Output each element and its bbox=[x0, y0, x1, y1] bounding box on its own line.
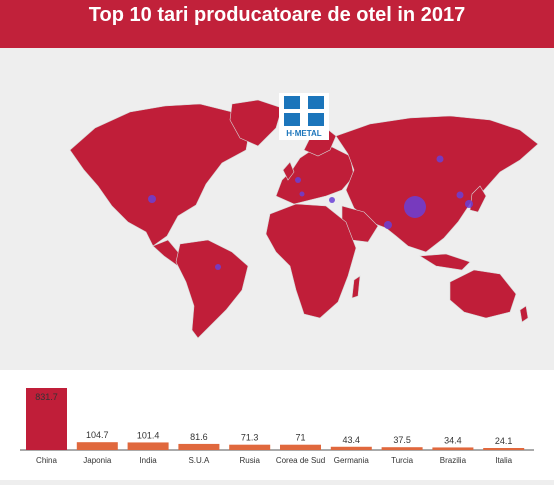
header-bar: Top 10 tari producatoare de otel in 2017 bbox=[0, 0, 554, 48]
page-title: Top 10 tari producatoare de otel in 2017 bbox=[88, 4, 466, 26]
value-label-0: 831.7 bbox=[35, 392, 58, 402]
bubble-germany[interactable] bbox=[295, 177, 301, 183]
category-label-0: China bbox=[36, 456, 57, 465]
bubble-turkey[interactable] bbox=[329, 197, 335, 203]
south-america-shape bbox=[175, 239, 249, 339]
north-america-shape bbox=[69, 103, 251, 247]
value-label-7: 37.5 bbox=[393, 435, 411, 445]
bar-6[interactable] bbox=[330, 446, 372, 450]
bubble-brazil[interactable] bbox=[215, 264, 221, 270]
bubble-italy[interactable] bbox=[299, 191, 305, 197]
category-label-7: Turcia bbox=[391, 456, 413, 465]
bar-chart-svg: 831.7 China 104.7 Japonia 101.4 India 81.6 S.U.… bbox=[20, 388, 534, 465]
category-label-8: Brazilia bbox=[440, 456, 467, 465]
bar-5[interactable] bbox=[280, 444, 321, 450]
value-label-1: 104.7 bbox=[86, 430, 109, 440]
category-label-5: Corea de Sud bbox=[276, 456, 325, 465]
category-label-3: S.U.A bbox=[188, 456, 210, 465]
bubble-china[interactable] bbox=[404, 196, 426, 218]
category-label-1: Japonia bbox=[83, 456, 112, 465]
value-label-4: 71.3 bbox=[241, 433, 259, 443]
madagascar-shape bbox=[351, 275, 361, 299]
logo-text: H·METAL bbox=[286, 129, 322, 138]
greenland-shape bbox=[229, 99, 283, 147]
bar-3[interactable] bbox=[178, 443, 220, 450]
australia-shape bbox=[449, 269, 517, 319]
bar-7[interactable] bbox=[381, 447, 423, 450]
value-label-8: 34.4 bbox=[444, 435, 462, 445]
category-label-6: Germania bbox=[334, 456, 370, 465]
value-label-5: 71 bbox=[295, 433, 305, 443]
new-zealand-shape bbox=[519, 305, 529, 323]
bar-0[interactable] bbox=[26, 388, 67, 450]
hmetal-logo-mark bbox=[284, 96, 324, 126]
uk-shape bbox=[282, 161, 295, 181]
bar-1[interactable] bbox=[76, 442, 118, 450]
bar-9[interactable] bbox=[483, 448, 525, 450]
bar-4[interactable] bbox=[229, 444, 271, 450]
value-label-6: 43.4 bbox=[343, 435, 361, 445]
bubble-japan[interactable] bbox=[465, 200, 473, 208]
bubble-usa[interactable] bbox=[148, 195, 156, 203]
bubble-south-korea[interactable] bbox=[456, 191, 464, 199]
asia-shape bbox=[335, 115, 539, 253]
hmetal-logo: H·METAL bbox=[279, 93, 329, 140]
value-label-9: 24.1 bbox=[495, 436, 513, 446]
africa-shape bbox=[265, 203, 357, 319]
bubble-india[interactable] bbox=[384, 221, 392, 229]
producer-bubbles bbox=[148, 155, 473, 270]
value-label-3: 81.6 bbox=[190, 432, 208, 442]
world-map-svg bbox=[69, 99, 539, 339]
bar-chart: 831.7 China 104.7 Japonia 101.4 India 81.6 S.U.… bbox=[0, 370, 554, 480]
bubble-russia[interactable] bbox=[436, 155, 444, 163]
category-label-2: India bbox=[139, 456, 157, 465]
category-label-4: Rusia bbox=[239, 456, 260, 465]
value-label-2: 101.4 bbox=[137, 430, 160, 440]
world-map bbox=[0, 48, 554, 370]
indonesia-shape bbox=[419, 253, 471, 271]
bar-2[interactable] bbox=[127, 442, 169, 450]
category-label-9: Italia bbox=[495, 456, 512, 465]
bar-8[interactable] bbox=[432, 447, 474, 450]
